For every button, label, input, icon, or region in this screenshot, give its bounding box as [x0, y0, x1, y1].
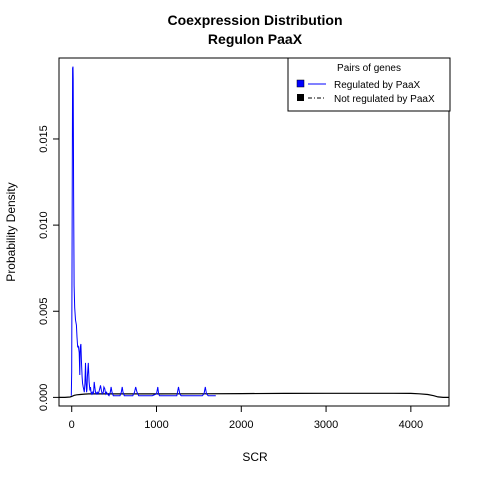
x-tick-label: 4000: [399, 419, 423, 431]
y-axis-label: Probability Density: [4, 182, 18, 281]
x-axis: 0 1000 2000 3000 4000: [69, 406, 423, 431]
legend-swatch-regulated: [296, 79, 305, 88]
y-tick-label: 0.005: [38, 297, 50, 325]
legend-swatch-not-regulated: [297, 94, 304, 101]
legend: Pairs of genes Regulated by PaaX Not reg…: [287, 57, 451, 112]
legend-label-regulated: Regulated by PaaX: [334, 80, 421, 91]
x-tick-label: 2000: [229, 419, 253, 431]
plot-frame: [58, 57, 450, 407]
legend-title: Pairs of genes: [337, 63, 401, 74]
plot-area: [59, 66, 449, 398]
y-axis: 0.000 0.005 0.010 0.015: [38, 125, 59, 411]
x-tick-label: 3000: [314, 419, 338, 431]
x-tick-label: 0: [69, 419, 75, 431]
y-tick-label: 0.000: [38, 384, 50, 412]
legend-label-not-regulated: Not regulated by PaaX: [334, 94, 435, 105]
y-tick-label: 0.015: [38, 125, 50, 153]
y-tick-label: 0.010: [38, 211, 50, 239]
series-line-not-regulated: [59, 392, 449, 398]
chart-title: Coexpression Distribution: [167, 12, 342, 28]
x-axis-label: SCR: [242, 450, 268, 464]
series-line-regulated: [70, 66, 216, 397]
chart-subtitle: Regulon PaaX: [208, 31, 303, 47]
x-tick-label: 1000: [144, 419, 168, 431]
